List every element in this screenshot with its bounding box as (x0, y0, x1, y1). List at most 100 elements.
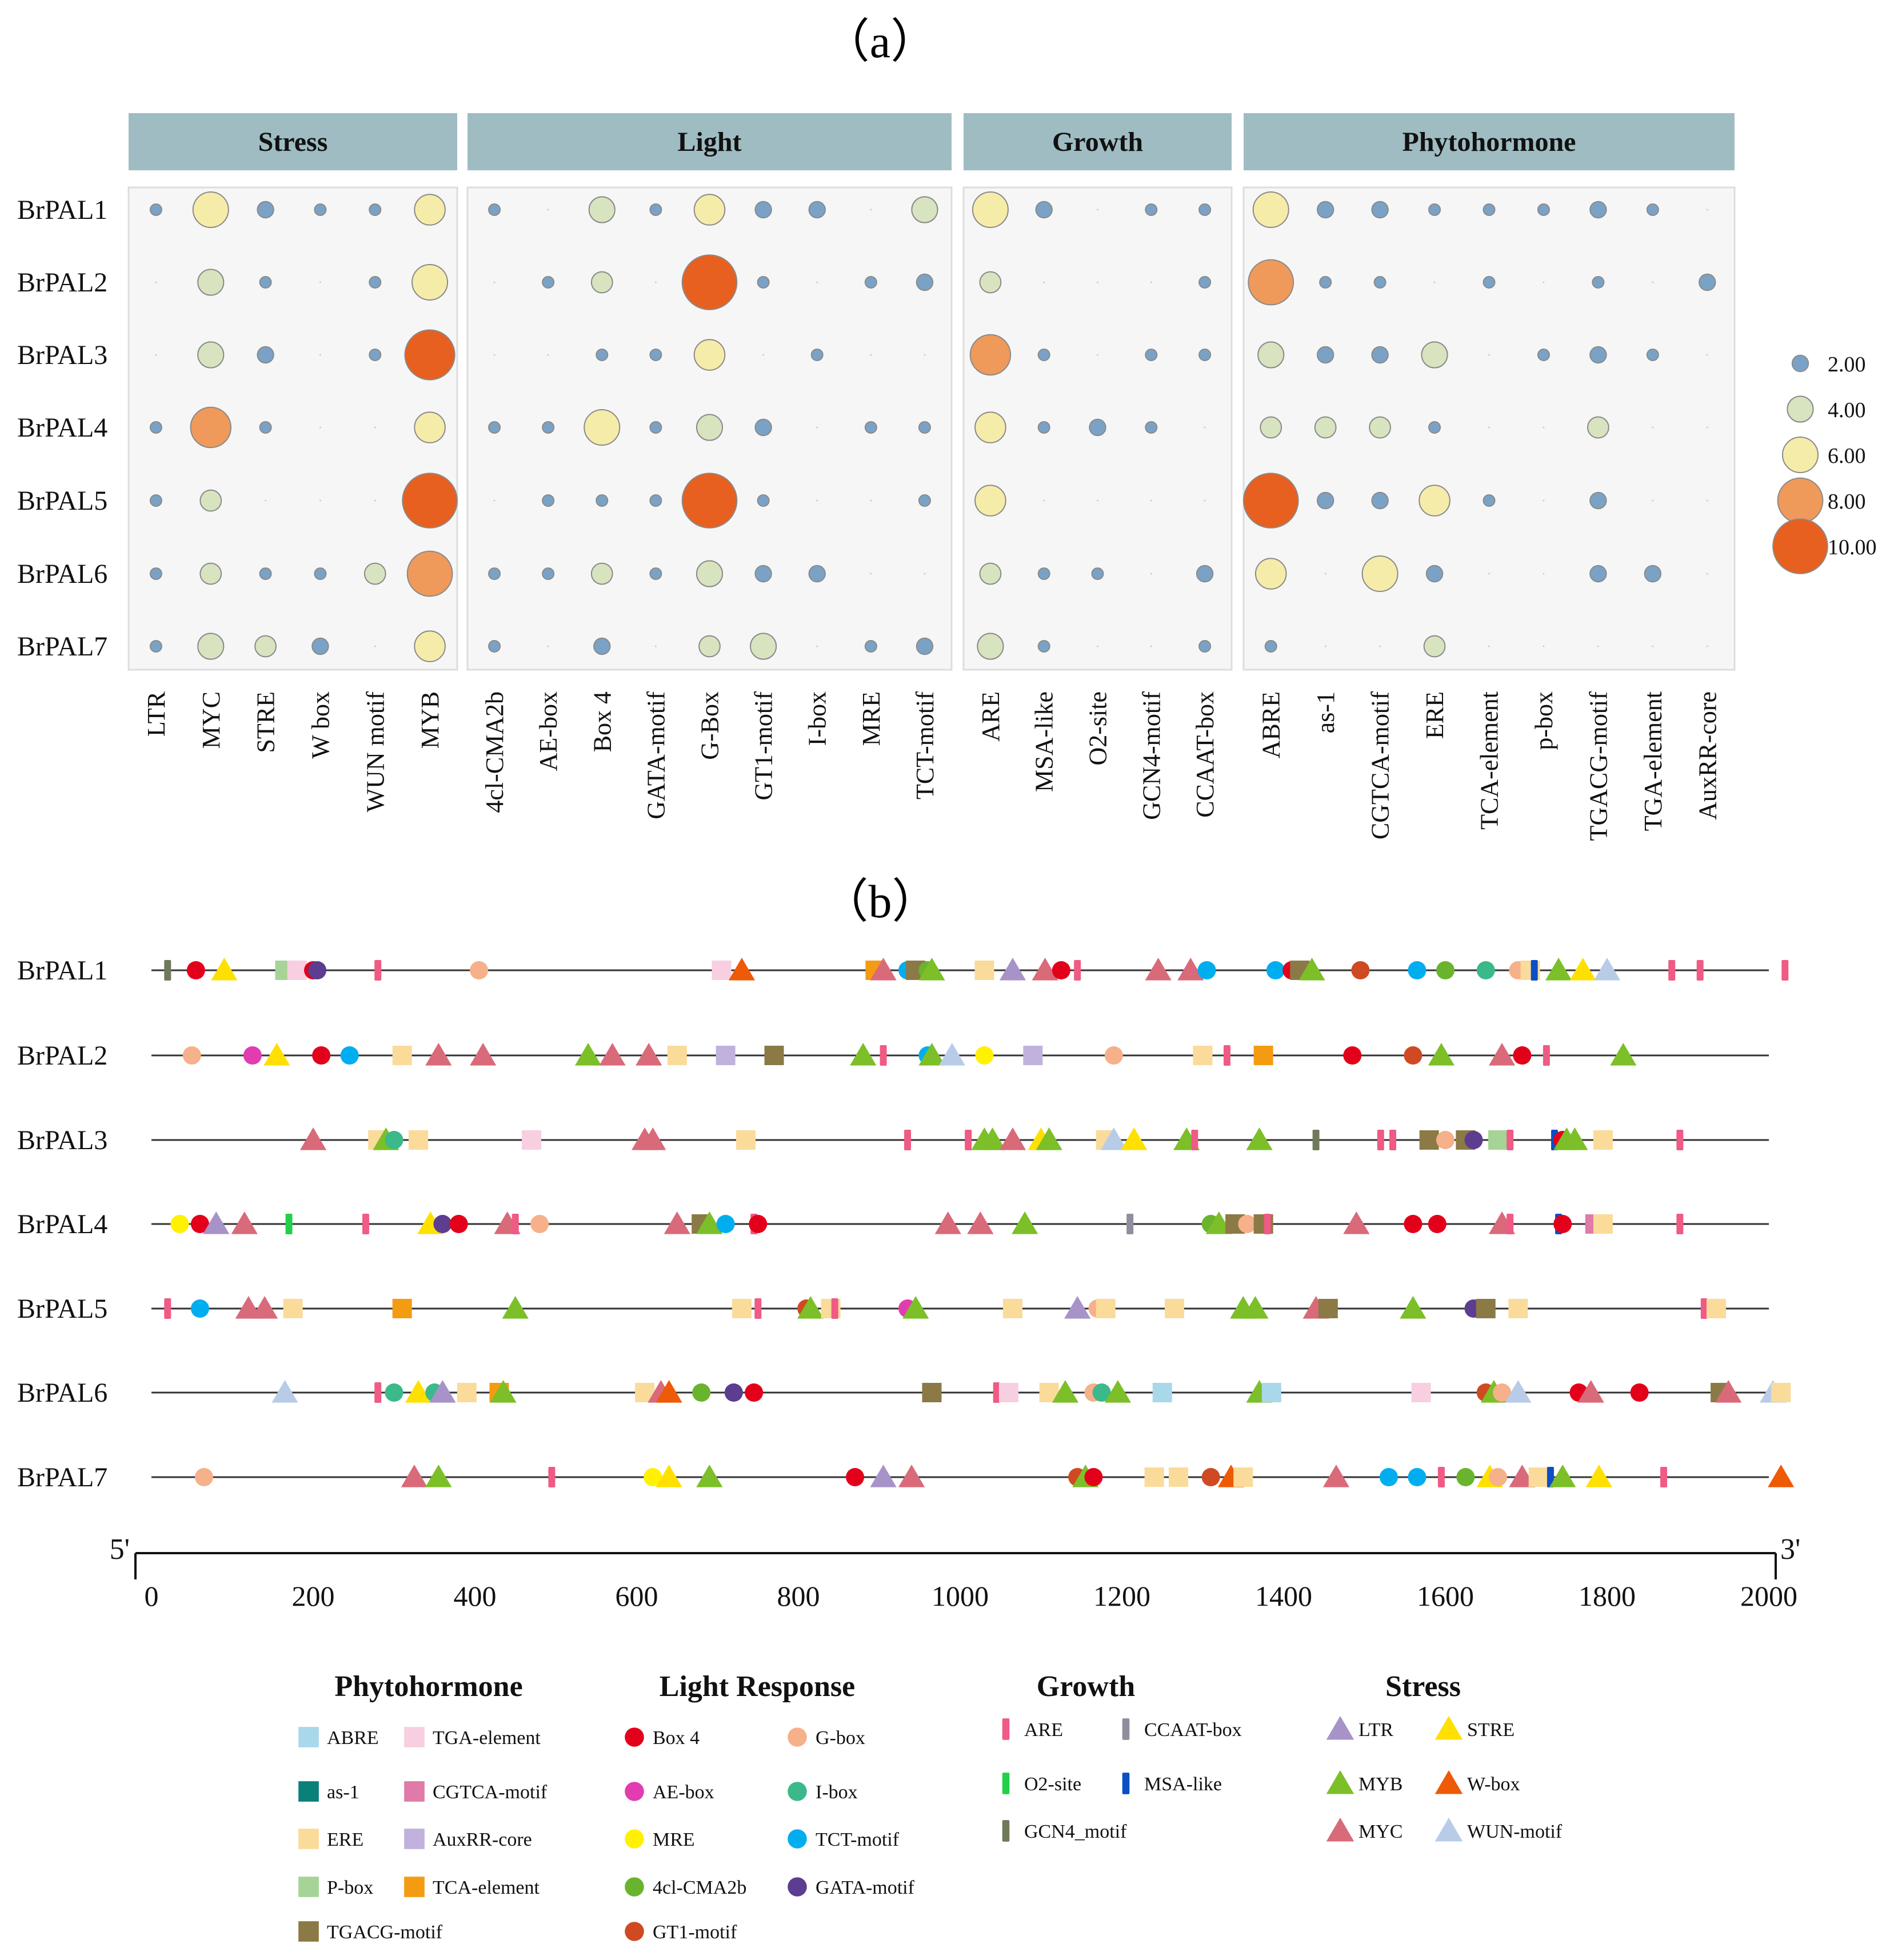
element-mark-wun-motif (271, 1380, 298, 1403)
bubble-brpal1-msa-like (1035, 201, 1053, 219)
bubble-brpal6-4cl-cma2b (488, 567, 501, 580)
empty-cell-dot (1097, 354, 1098, 356)
empty-cell-dot (374, 645, 376, 647)
legend-swatch-gcn4-motif (1002, 1820, 1010, 1842)
empty-cell-dot (1488, 354, 1490, 356)
group-header-phytohormone (1244, 113, 1735, 170)
element-mark-myc (1577, 1380, 1604, 1403)
bubble-brpal1-ccaat-box (1198, 203, 1212, 216)
legend-swatch-are (1002, 1718, 1010, 1740)
element-tick-label: MYC (197, 691, 225, 749)
element-mark-box-4 (745, 1383, 764, 1402)
bubble-brpal3-cgtca-motif (1371, 346, 1389, 364)
bubble-brpal2-are (979, 271, 1002, 294)
bubble-brpal3-stre (257, 346, 274, 364)
element-tick-label: I-box (804, 691, 832, 746)
bubble-brpal5-gt1-motif (757, 494, 770, 507)
bubble-brpal2-ae-box (542, 276, 555, 289)
element-mark-are (1191, 1130, 1198, 1150)
element-mark-tct-motif (340, 1046, 359, 1065)
legend-item-label: O2-site (1024, 1774, 1081, 1795)
axis-tick-label: 600 (616, 1580, 658, 1612)
element-mark-ere (667, 1046, 687, 1065)
bubble-brpal6-are (979, 562, 1002, 585)
element-mark-myc (299, 1127, 327, 1150)
element-mark-are (362, 1214, 369, 1234)
gene-row-label: BrPAL3 (17, 340, 107, 370)
legend-item-label: TCA-element (433, 1877, 540, 1898)
element-mark-box-4 (1630, 1383, 1649, 1402)
legend-item-label: W-box (1467, 1774, 1520, 1795)
element-mark-g-box (1436, 1131, 1455, 1149)
empty-cell-dot (265, 499, 267, 502)
gene-row-label: BrPAL7 (17, 631, 107, 662)
empty-cell-dot (1706, 209, 1708, 211)
empty-cell-dot (1652, 426, 1654, 429)
element-mark-box-4 (749, 1215, 768, 1233)
panel-b-label: （b） (821, 875, 938, 927)
bubble-brpal1-4cl-cma2b (488, 203, 501, 216)
bubble-brpal6-myc (199, 562, 222, 585)
legend-item-label: GCN4_motif (1024, 1821, 1127, 1842)
bubble-brpal1-cgtca-motif (1371, 201, 1389, 219)
empty-cell-dot (493, 499, 496, 502)
empty-cell-dot (1150, 645, 1152, 647)
group-header-light (467, 113, 952, 170)
element-mark-ere (1528, 1467, 1548, 1487)
gene-track-label: BrPAL3 (17, 1125, 107, 1155)
bubble-brpal1-stre (257, 201, 274, 219)
element-mark-myc (470, 1043, 497, 1066)
group-header-growth (964, 113, 1232, 170)
element-mark-i-box (1476, 961, 1495, 979)
group-header-label: Phytohormone (1402, 127, 1576, 157)
legend-swatch-abre (298, 1727, 319, 1747)
element-mark-mre (170, 1215, 189, 1233)
element-mark-stre (211, 958, 238, 981)
bubble-brpal6-myb (406, 550, 453, 597)
bubble-brpal4-o2-site (1089, 418, 1106, 437)
element-mark-ere (457, 1383, 477, 1402)
element-mark-are (880, 1045, 887, 1066)
legend-swatch-ccaat-box (1122, 1718, 1130, 1740)
bubble-brpal1-wun-motif (369, 203, 382, 216)
element-mark-are (1507, 1214, 1514, 1234)
bubble-brpal2-box-4 (590, 271, 613, 294)
element-mark-4cl-cma2b (1436, 961, 1455, 979)
bubble-brpal7-myb (414, 630, 446, 662)
legend-label: 2.00 (1828, 353, 1866, 377)
element-mark-are (1676, 1130, 1684, 1150)
element-tick-label: GT1-motif (750, 691, 778, 801)
element-mark-myc (425, 1043, 452, 1066)
empty-cell-dot (1097, 499, 1098, 502)
element-mark-myb (902, 1296, 929, 1319)
element-mark-ltr (999, 958, 1026, 981)
gene-row-label: BrPAL1 (17, 195, 107, 225)
axis-tick-label: 1600 (1417, 1580, 1474, 1612)
bubble-brpal4-ae-box (542, 421, 555, 434)
empty-cell-dot (1324, 645, 1326, 647)
empty-cell-dot (1706, 645, 1708, 647)
legend-group-title: Stress (1385, 1670, 1461, 1703)
panel-b-element-map: BrPAL1 BrPAL2 BrPAL3 BrPAL4 BrPAL5 BrPAL6 BrPA… (17, 955, 1800, 1943)
empty-cell-dot (1433, 281, 1436, 283)
legend-item-label: GT1-motif (653, 1922, 737, 1943)
element-tick-label: MSA-like (1030, 691, 1058, 792)
element-mark-g-box (1488, 1468, 1507, 1486)
bubble-brpal6-ltr (149, 567, 162, 580)
legend-swatch-msa-like (1122, 1773, 1130, 1794)
empty-cell-dot (1097, 281, 1098, 283)
axis-tick-label: 800 (777, 1580, 820, 1612)
element-mark-mre (975, 1046, 994, 1065)
element-mark-myc (231, 1211, 258, 1234)
bubble-brpal2-abre (1248, 259, 1294, 306)
bubble-brpal6-tgacg-motif (1589, 565, 1607, 583)
element-tick-label: TCT-motif (911, 691, 939, 799)
element-mark-box-4 (1052, 961, 1070, 979)
element-mark-ere (1096, 1299, 1116, 1318)
empty-cell-dot (155, 354, 157, 356)
bubble-brpal7-g-box (698, 635, 721, 658)
element-mark-box-4 (186, 961, 205, 979)
element-mark-g-box (1238, 1215, 1257, 1233)
element-mark-4cl-cma2b (692, 1383, 711, 1402)
